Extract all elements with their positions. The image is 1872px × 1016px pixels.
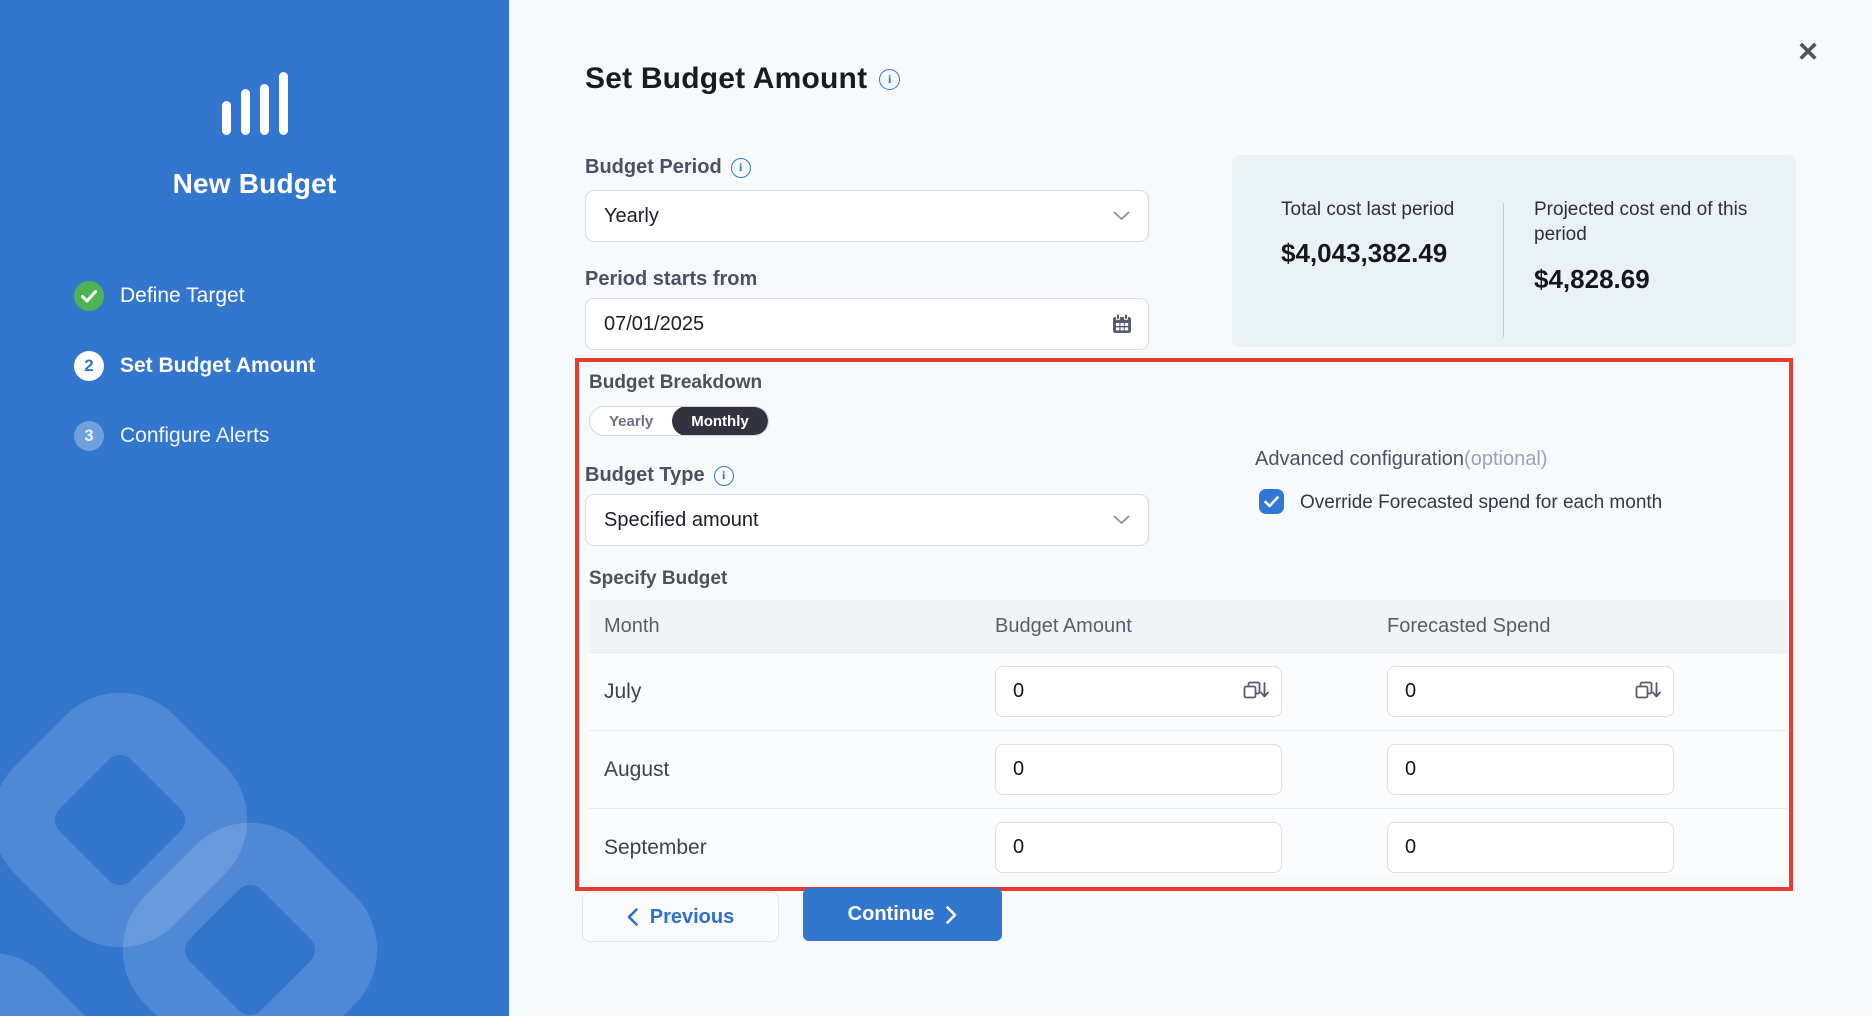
step-set-budget-amount[interactable]: 2 Set Budget Amount — [74, 351, 315, 381]
table-row-september: September — [589, 808, 1787, 874]
budget-type-select[interactable]: Specified amount — [585, 494, 1149, 546]
projected-cost-label: Projected cost end of this period — [1534, 199, 1748, 246]
column-header-budget-amount: Budget Amount — [995, 614, 1132, 637]
budget-period-value: Yearly — [604, 204, 659, 227]
step-label: Set Budget Amount — [120, 354, 316, 377]
info-icon[interactable]: i — [879, 68, 901, 90]
month-cell: August — [604, 757, 670, 781]
budget-period-label-text: Budget Period — [585, 156, 722, 178]
chevron-down-icon — [1113, 515, 1130, 524]
total-cost-value: $4,043,382.49 — [1281, 238, 1448, 269]
period-starts-date-input[interactable]: 07/01/2025 — [585, 298, 1149, 350]
info-icon[interactable]: i — [730, 157, 751, 178]
budget-breakdown-label-text: Budget Breakdown — [589, 372, 763, 393]
info-icon[interactable]: i — [713, 465, 734, 486]
summary-divider — [1503, 203, 1504, 337]
budget-breakdown-label: Budget Breakdown — [589, 372, 762, 394]
checkbox-check-icon — [1264, 495, 1279, 507]
page-title: Set Budget Amount i — [585, 62, 901, 96]
override-forecast-label: Override Forecasted spend for each month — [1300, 492, 1663, 513]
monthly-budget-table: Month Budget Amount Forecasted Spend Jul… — [589, 600, 1787, 874]
table-row-july: July — [589, 652, 1787, 730]
step-complete-check-icon — [74, 281, 104, 311]
step-configure-alerts[interactable]: 3 Configure Alerts — [74, 421, 315, 451]
step-number-badge: 2 — [74, 351, 104, 381]
advanced-configuration-text: Advanced configuration — [1255, 448, 1465, 470]
chevron-down-icon — [1113, 211, 1130, 220]
wizard-sidebar: New Budget Define Target 2 Set Budget Am… — [0, 0, 509, 1016]
budget-period-select[interactable]: Yearly — [585, 190, 1149, 242]
forecasted-spend-input[interactable] — [1387, 744, 1674, 795]
previous-button-label: Previous — [649, 905, 735, 928]
period-starts-value: 07/01/2025 — [604, 312, 705, 335]
specify-budget-label-text: Specify Budget — [589, 568, 728, 589]
budget-amount-input[interactable] — [995, 666, 1282, 717]
budget-period-label: Budget Period i — [585, 156, 751, 179]
forecasted-spend-input[interactable] — [1387, 822, 1674, 873]
step-define-target[interactable]: Define Target — [74, 281, 315, 311]
budget-amount-cell — [995, 744, 1282, 795]
column-header-forecasted-spend: Forecasted Spend — [1387, 614, 1551, 637]
forecasted-spend-input[interactable] — [1387, 666, 1674, 717]
continue-button[interactable]: Continue — [803, 888, 1002, 941]
wizard-steps: Define Target 2 Set Budget Amount 3 Conf… — [74, 281, 315, 451]
close-icon[interactable]: ✕ — [1796, 36, 1820, 67]
continue-button-label: Continue — [847, 903, 935, 925]
cost-summary-panel: Total cost last period $4,043,382.49 Pro… — [1232, 155, 1796, 347]
budget-amount-input[interactable] — [995, 744, 1282, 795]
chevron-right-icon — [946, 905, 957, 924]
period-starts-label: Period starts from — [585, 268, 757, 291]
wizard-title: New Budget — [172, 168, 337, 199]
step-label: Configure Alerts — [120, 424, 270, 447]
forecasted-spend-cell — [1387, 744, 1674, 795]
toggle-option-monthly[interactable]: Monthly — [672, 407, 768, 435]
budget-type-label: Budget Type i — [585, 464, 734, 487]
budget-amount-cell — [995, 666, 1282, 717]
step-label: Define Target — [120, 284, 245, 307]
override-forecast-checkbox[interactable] — [1259, 489, 1284, 514]
copy-down-icon[interactable] — [1635, 681, 1661, 702]
previous-button[interactable]: Previous — [582, 892, 779, 942]
total-cost-label: Total cost last period — [1281, 199, 1455, 220]
brand-watermark — [0, 692, 378, 1016]
period-starts-label-text: Period starts from — [585, 268, 758, 290]
forecasted-spend-cell — [1387, 822, 1674, 873]
chevron-left-icon — [627, 908, 638, 926]
budget-type-label-text: Budget Type — [585, 464, 705, 486]
column-header-month: Month — [604, 614, 660, 637]
table-header-row: Month Budget Amount Forecasted Spend — [589, 600, 1787, 652]
bar-chart-logo-icon — [0, 72, 509, 135]
specify-budget-label: Specify Budget — [589, 568, 727, 590]
breakdown-toggle: Yearly Monthly — [589, 406, 769, 436]
toggle-option-yearly[interactable]: Yearly — [609, 412, 654, 430]
month-cell: July — [604, 679, 642, 703]
page-title-text: Set Budget Amount — [585, 62, 868, 95]
budget-type-value: Specified amount — [604, 508, 759, 531]
budget-amount-input[interactable] — [995, 822, 1282, 873]
advanced-configuration-label: Advanced configuration(optional) — [1255, 448, 1547, 471]
step-number-badge: 3 — [74, 421, 104, 451]
forecasted-spend-cell — [1387, 666, 1674, 717]
total-cost-last-period: Total cost last period $4,043,382.49 — [1281, 197, 1491, 269]
optional-text: (optional) — [1464, 448, 1548, 470]
month-cell: September — [604, 835, 707, 859]
table-row-august: August — [589, 730, 1787, 808]
projected-cost-value: $4,828.69 — [1534, 263, 1650, 294]
calendar-icon[interactable] — [1110, 312, 1134, 336]
copy-down-icon[interactable] — [1243, 681, 1269, 702]
budget-amount-cell — [995, 822, 1282, 873]
projected-cost-end-period: Projected cost end of this period $4,828… — [1534, 197, 1764, 295]
